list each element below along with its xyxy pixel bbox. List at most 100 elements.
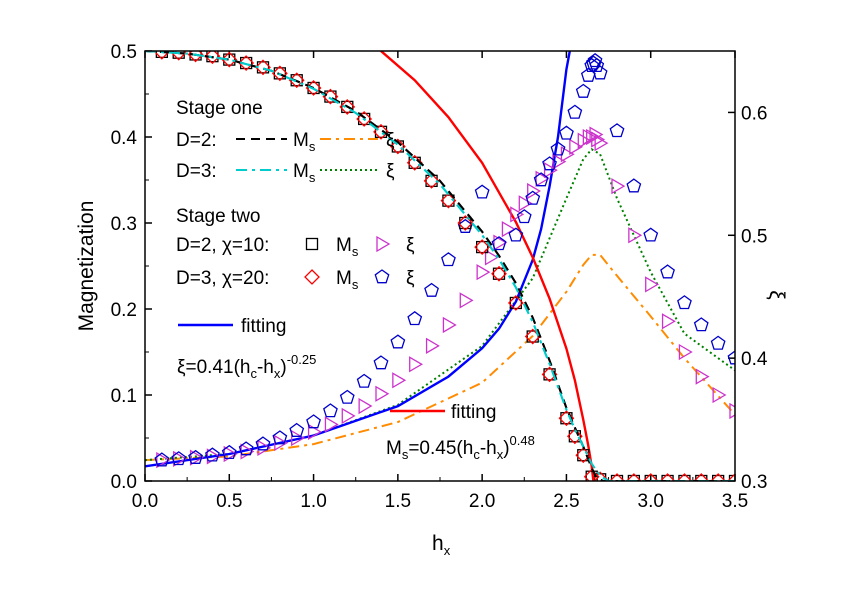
series-marker-7: [508, 227, 524, 242]
series-marker-5: [693, 473, 710, 481]
series-marker-7: [221, 444, 237, 460]
series-marker-5: [642, 473, 659, 481]
legend-d3-ms: Ms: [293, 161, 316, 185]
series-marker-4: [644, 474, 657, 481]
series-marker-7: [660, 264, 675, 279]
series-marker-5: [583, 468, 600, 481]
series-marker-5: [170, 51, 187, 61]
legend-fit-ms-label: fitting: [451, 402, 496, 423]
x-tick-label: 1.0: [300, 491, 326, 512]
series-marker-7: [339, 389, 355, 404]
series-marker-6: [589, 126, 604, 143]
series-marker-7: [441, 252, 456, 267]
series-marker-4: [341, 100, 354, 114]
legend-sample-triangle: [376, 235, 391, 253]
series-marker-7: [188, 449, 203, 464]
series-marker-6: [611, 178, 626, 195]
series-group: [145, 51, 735, 481]
series-marker-4: [324, 90, 337, 103]
series-marker-4: [273, 67, 287, 80]
series-marker-7: [727, 350, 735, 365]
series-marker-6: [594, 135, 609, 152]
series-marker-6: [392, 372, 407, 389]
series-marker-6: [582, 128, 597, 146]
series-marker-5: [271, 65, 288, 82]
series-marker-4: [695, 474, 708, 481]
y-tick-label: 0.4: [111, 128, 138, 149]
y-tick-label: 0.3: [111, 214, 137, 235]
y-tick-label: 0.2: [111, 300, 137, 321]
series-marker-4: [577, 449, 590, 462]
x-tick-label: 2.5: [553, 491, 579, 512]
series-marker-6: [535, 170, 550, 187]
series-marker-7: [609, 123, 625, 138]
legend-d2-chi-xi: ξ: [406, 235, 415, 256]
series-marker-7: [643, 227, 659, 242]
series-marker-5: [558, 410, 575, 427]
series-marker-6: [375, 385, 390, 402]
series-marker-5: [676, 473, 693, 481]
series-marker-6: [729, 402, 735, 420]
series-marker-5: [187, 51, 204, 63]
series-marker-6: [661, 313, 676, 330]
series-marker-5: [389, 138, 406, 155]
legend-d3-chi-ms: Ms: [336, 268, 359, 292]
series-marker-5: [659, 473, 676, 481]
legend-d2-ms: Ms: [293, 130, 316, 154]
series-marker-7: [550, 141, 566, 156]
legend-fit-ms-formula: Ms=0.45(hc-hx)0.48: [386, 433, 535, 462]
series-marker-5: [710, 473, 727, 481]
legend-fit-xi-formula: ξ=0.41(hc-hx)-0.25: [177, 352, 316, 381]
series-marker-6: [307, 423, 322, 440]
series-marker-7: [306, 414, 321, 429]
series-marker-5: [625, 473, 642, 481]
x-axis-label: hx: [432, 532, 451, 558]
series-marker-7: [255, 436, 271, 451]
legend-sample-pentagon: [374, 269, 390, 284]
x-tick-label: 3.0: [638, 491, 664, 512]
series-marker-7: [516, 209, 532, 224]
series-marker-7: [559, 125, 574, 140]
y2-tick-label: 0.3: [741, 472, 767, 493]
x-tick-label: 2.0: [469, 491, 495, 512]
series-marker-5: [491, 265, 507, 282]
y2-tick-label: 0.4: [741, 349, 768, 370]
series-marker-5: [440, 192, 457, 209]
series-marker-6: [712, 386, 727, 404]
series-marker-6: [493, 234, 508, 251]
series-marker-7: [592, 65, 608, 80]
series-marker-6: [543, 162, 558, 179]
series-marker-7: [589, 57, 605, 73]
series-marker-7: [710, 335, 726, 350]
series-marker-6: [628, 227, 643, 244]
series-marker-6: [324, 416, 339, 433]
series-marker-4: [509, 296, 523, 310]
series-marker-4: [627, 474, 641, 481]
series-marker-4: [492, 267, 506, 280]
series-marker-5: [423, 172, 440, 189]
series-marker-7: [575, 83, 591, 98]
series-marker-4: [357, 112, 371, 126]
legend-d2-chi-ms: Ms: [336, 235, 359, 259]
series-marker-5: [406, 154, 423, 171]
x-tick-label: 3.5: [722, 491, 748, 512]
y2-tick-label: 0.6: [741, 103, 767, 124]
series-line-overlay-1: [145, 51, 735, 481]
series-marker-7: [474, 184, 490, 199]
x-tick-label: 1.5: [385, 491, 411, 512]
series-marker-5: [204, 51, 221, 65]
series-marker-7: [533, 172, 549, 187]
series-marker-6: [476, 264, 491, 281]
series-marker-4: [585, 470, 598, 481]
series-marker-7: [677, 295, 692, 310]
series-marker-5: [609, 473, 625, 481]
series-marker-7: [154, 452, 170, 467]
axes-group: 0.0 0.5 1.0 1.5 2.0 2.5 3.0 3.5 0.0 0.1 0.2 0.3 0.4 0…: [111, 42, 768, 512]
series-marker-7: [693, 317, 709, 332]
legend-d3-chi-label: D=3, χ=20:: [176, 268, 269, 289]
y2-axis-label: ξ: [765, 290, 788, 299]
series-marker-7: [356, 373, 372, 388]
series-marker-7: [390, 334, 406, 349]
y-tick-label: 0.1: [111, 386, 137, 407]
